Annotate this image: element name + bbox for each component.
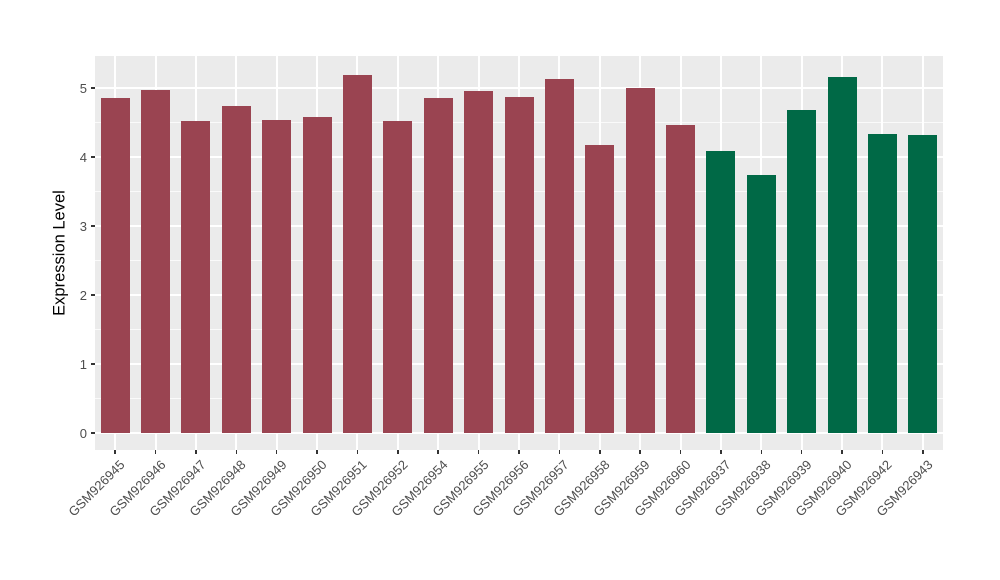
y-tick-mark	[91, 363, 95, 365]
y-tick-mark	[91, 225, 95, 227]
x-tick-mark	[558, 450, 561, 454]
bar-GSM926937	[706, 150, 736, 433]
bar-GSM926960	[666, 125, 696, 433]
bar-GSM926958	[585, 145, 615, 433]
bar-GSM926938	[746, 174, 776, 433]
bar-GSM926951	[342, 74, 372, 433]
x-tick-mark	[881, 450, 884, 454]
bar-GSM926957	[544, 79, 574, 433]
y-tick-mark	[91, 294, 95, 296]
x-tick-mark	[477, 450, 480, 454]
y-tick-mark	[91, 156, 95, 158]
x-tick-mark	[356, 450, 359, 454]
y-tick-label: 5	[79, 80, 87, 96]
bar-GSM926959	[625, 88, 655, 433]
x-tick-mark	[397, 450, 399, 454]
bar-GSM926948	[221, 105, 251, 433]
y-tick-label: 4	[79, 149, 87, 165]
x-tick-mark	[599, 450, 601, 454]
x-tick-mark	[518, 450, 520, 454]
x-tick-mark	[275, 450, 278, 454]
x-tick-mark	[154, 450, 157, 454]
y-tick-label: 2	[79, 287, 87, 303]
plot-panel	[95, 56, 943, 450]
bar-GSM926954	[423, 97, 453, 433]
x-tick-mark	[800, 450, 803, 454]
bar-GSM926939	[787, 110, 817, 433]
bar-GSM926945	[100, 97, 130, 433]
x-tick-mark	[639, 450, 641, 454]
bar-GSM926943	[908, 134, 938, 433]
y-tick-mark	[91, 87, 95, 89]
y-tick-mark	[91, 432, 95, 434]
bar-GSM926949	[262, 119, 292, 433]
x-tick-mark	[195, 450, 197, 454]
x-tick-mark	[316, 450, 318, 454]
x-tick-mark	[679, 450, 682, 454]
y-tick-label: 1	[79, 356, 87, 372]
x-tick-mark	[841, 450, 843, 454]
bar-GSM926946	[141, 90, 171, 433]
bar-GSM926940	[827, 76, 857, 433]
bar-GSM926956	[504, 96, 534, 433]
x-tick-mark	[720, 450, 722, 454]
x-tick-mark	[437, 450, 439, 454]
x-tick-mark	[760, 450, 763, 454]
bar-GSM926950	[302, 116, 332, 433]
bar-GSM926952	[383, 121, 413, 433]
x-tick-mark	[114, 450, 116, 454]
x-tick-mark	[922, 450, 924, 454]
x-tick-mark	[235, 450, 238, 454]
bar-GSM926942	[867, 134, 897, 433]
y-tick-label: 3	[79, 218, 87, 234]
bar-GSM926947	[181, 121, 211, 433]
bar-GSM926955	[464, 90, 494, 433]
y-tick-label: 0	[79, 425, 87, 441]
